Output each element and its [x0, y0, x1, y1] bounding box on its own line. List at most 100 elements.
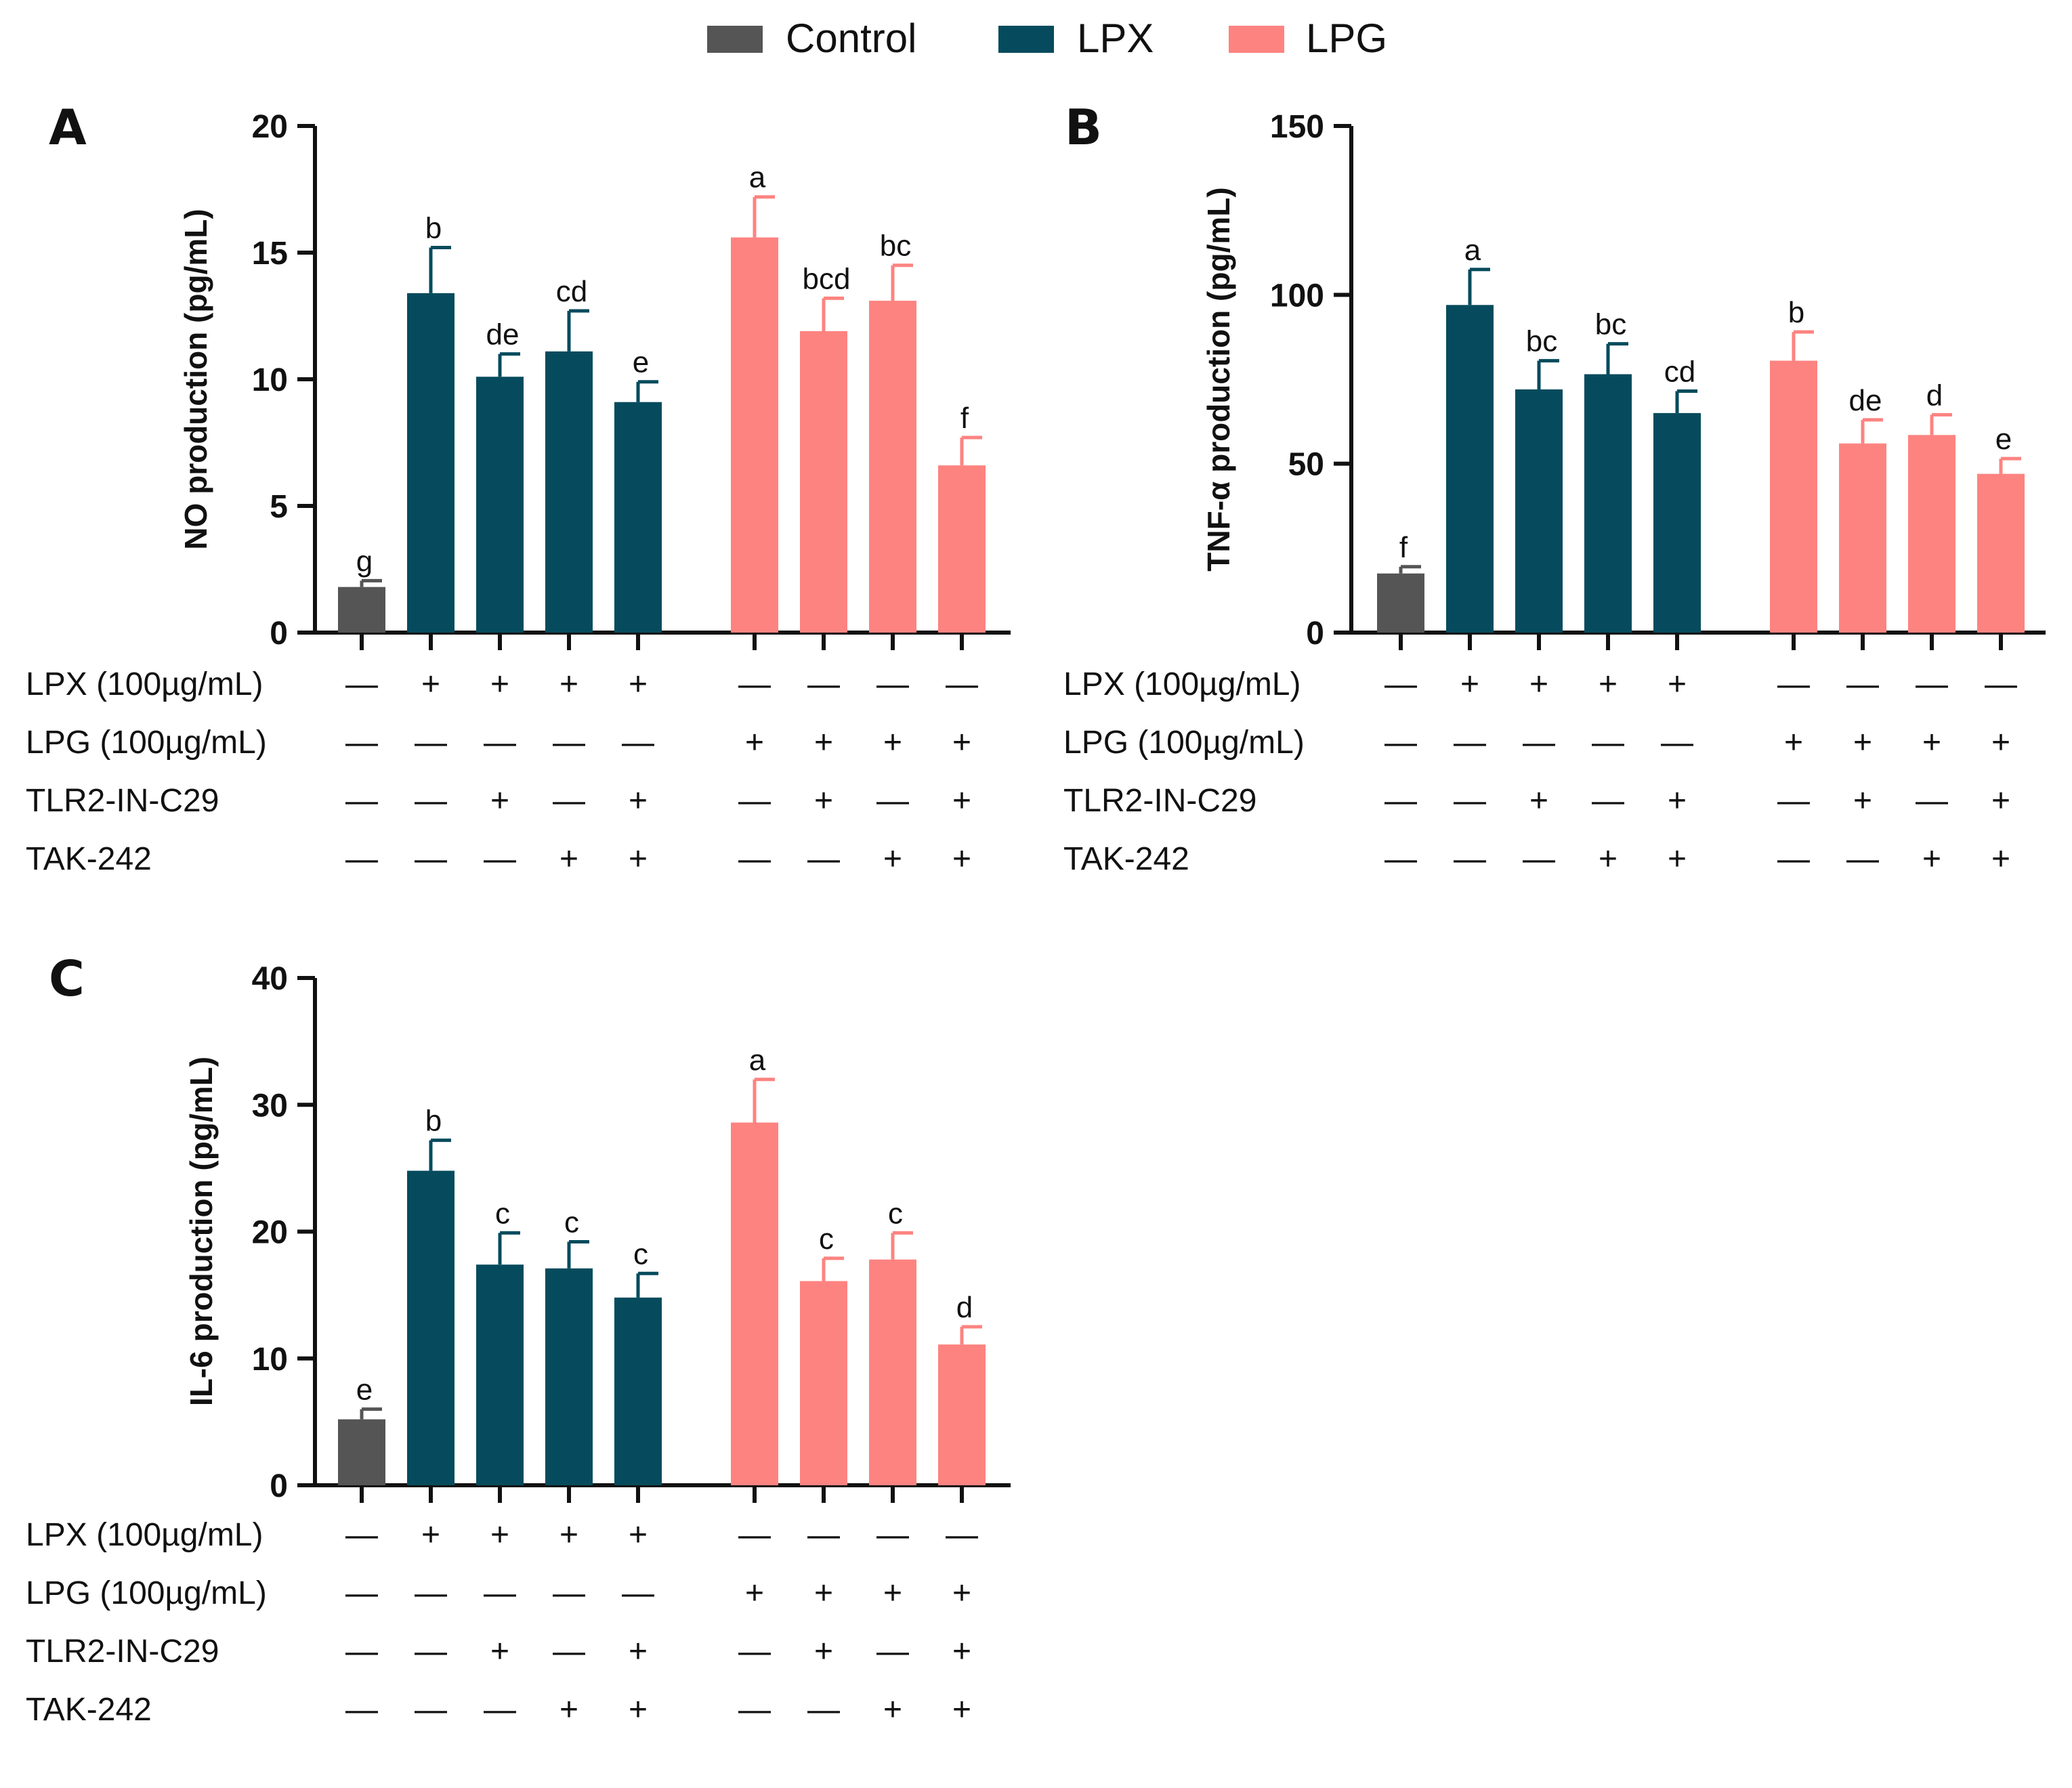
condition-row-label: LPX (100µg/mL) — [26, 1517, 263, 1553]
condition-sign: + — [1922, 841, 1941, 877]
legend-swatch-control — [707, 26, 763, 53]
condition-sign: + — [490, 1634, 509, 1669]
condition-sign: — — [415, 783, 447, 819]
bar — [731, 237, 778, 633]
condition-sign: — — [1777, 666, 1810, 702]
significance-label: d — [956, 1291, 973, 1324]
condition-sign: + — [1529, 666, 1548, 702]
condition-sign: + — [1668, 783, 1687, 819]
condition-sign: — — [415, 1692, 447, 1728]
y-tick-label: 10 — [252, 362, 288, 398]
significance-label: a — [749, 161, 766, 194]
legend-label-lpx: LPX — [1077, 16, 1154, 61]
y-tick-label: 0 — [270, 616, 288, 652]
condition-sign: + — [883, 1692, 902, 1728]
condition-sign: + — [952, 1575, 971, 1611]
condition-sign: — — [1384, 783, 1417, 819]
bar — [1584, 374, 1632, 633]
bar — [938, 1344, 986, 1485]
condition-sign: — — [622, 725, 654, 761]
condition-sign: — — [738, 1634, 771, 1669]
y-tick-label: 15 — [252, 236, 288, 272]
condition-sign: — — [876, 783, 909, 819]
condition-sign: + — [814, 1575, 833, 1611]
y-axis-title: NO production (pg/mL) — [178, 209, 213, 549]
condition-sign: — — [1846, 666, 1879, 702]
bar — [545, 1268, 593, 1485]
condition-sign: + — [952, 783, 971, 819]
panel-b-tnf-production: 0 50 100 150 TNF-α production (pg/mL) f a bc bc c… — [1063, 109, 2046, 877]
panel-letter-c: C — [49, 950, 85, 1007]
condition-sign: + — [1991, 841, 2010, 877]
significance-label: e — [633, 346, 649, 379]
condition-sign: + — [559, 841, 578, 877]
condition-row-label: TAK-242 — [26, 1692, 152, 1728]
y-tick-label: 100 — [1270, 278, 1324, 314]
condition-row-label: TLR2-IN-C29 — [1063, 783, 1256, 819]
bar — [1377, 573, 1424, 633]
condition-sign: — — [345, 783, 378, 819]
condition-sign: + — [1991, 783, 2010, 819]
bar — [545, 351, 593, 633]
condition-sign: — — [876, 1634, 909, 1669]
significance-label: c — [819, 1222, 834, 1256]
condition-sign: + — [814, 725, 833, 761]
bar — [1977, 473, 2025, 633]
legend-swatch-lpg — [1229, 26, 1284, 53]
y-axis-title: TNF-α production (pg/mL) — [1201, 187, 1236, 571]
y-tick-label: 20 — [252, 1215, 288, 1251]
condition-sign: — — [1454, 725, 1486, 761]
condition-sign: + — [883, 841, 902, 877]
significance-label: cd — [556, 275, 587, 308]
bar — [731, 1122, 778, 1485]
condition-sign: — — [1661, 725, 1693, 761]
bar — [1653, 412, 1701, 633]
condition-sign: + — [1529, 783, 1548, 819]
condition-sign: + — [1668, 841, 1687, 877]
condition-sign: — — [738, 783, 771, 819]
condition-sign: — — [553, 725, 585, 761]
condition-row-label: LPX (100µg/mL) — [1063, 666, 1301, 702]
bar — [938, 465, 986, 633]
y-tick-label: 50 — [1288, 447, 1324, 483]
y-tick-label: 0 — [1306, 616, 1324, 652]
condition-sign: + — [490, 1517, 509, 1553]
condition-sign: — — [484, 1692, 516, 1728]
condition-sign: + — [629, 841, 648, 877]
condition-sign: — — [345, 841, 378, 877]
condition-sign: — — [946, 1517, 978, 1553]
bar — [614, 402, 662, 633]
bar — [338, 587, 385, 633]
panel-c-il6-production: 0 10 20 30 40 IL-6 production (pg/mL) e b c c c a c c… — [26, 961, 1011, 1728]
bar — [1770, 360, 1817, 633]
condition-row-label: TAK-242 — [26, 841, 152, 877]
bar — [1908, 435, 1955, 633]
bar — [800, 1281, 847, 1485]
condition-sign: — — [738, 1517, 771, 1553]
condition-sign: + — [883, 1575, 902, 1611]
condition-sign: — — [807, 1517, 840, 1553]
condition-sign: + — [421, 666, 440, 702]
condition-sign: — — [1454, 783, 1486, 819]
condition-sign: + — [952, 1634, 971, 1669]
y-tick-label: 150 — [1270, 109, 1324, 145]
condition-sign: — — [1384, 666, 1417, 702]
condition-sign: — — [1523, 841, 1555, 877]
panel-letter-a: A — [49, 99, 87, 156]
bar — [614, 1297, 662, 1485]
bar — [869, 1259, 916, 1485]
condition-sign: — — [1777, 783, 1810, 819]
condition-sign: — — [345, 1575, 378, 1611]
condition-sign: — — [807, 1692, 840, 1728]
condition-sign: — — [415, 841, 447, 877]
condition-sign: + — [1668, 666, 1687, 702]
condition-sign: + — [421, 1517, 440, 1553]
bar — [338, 1419, 385, 1485]
bar — [869, 301, 916, 633]
condition-sign: + — [490, 783, 509, 819]
panel-letter-b: B — [1065, 99, 1102, 156]
condition-sign: — — [345, 666, 378, 702]
condition-sign: + — [1460, 666, 1479, 702]
legend: Control LPX LPG — [707, 16, 1387, 61]
condition-sign: + — [629, 1692, 648, 1728]
